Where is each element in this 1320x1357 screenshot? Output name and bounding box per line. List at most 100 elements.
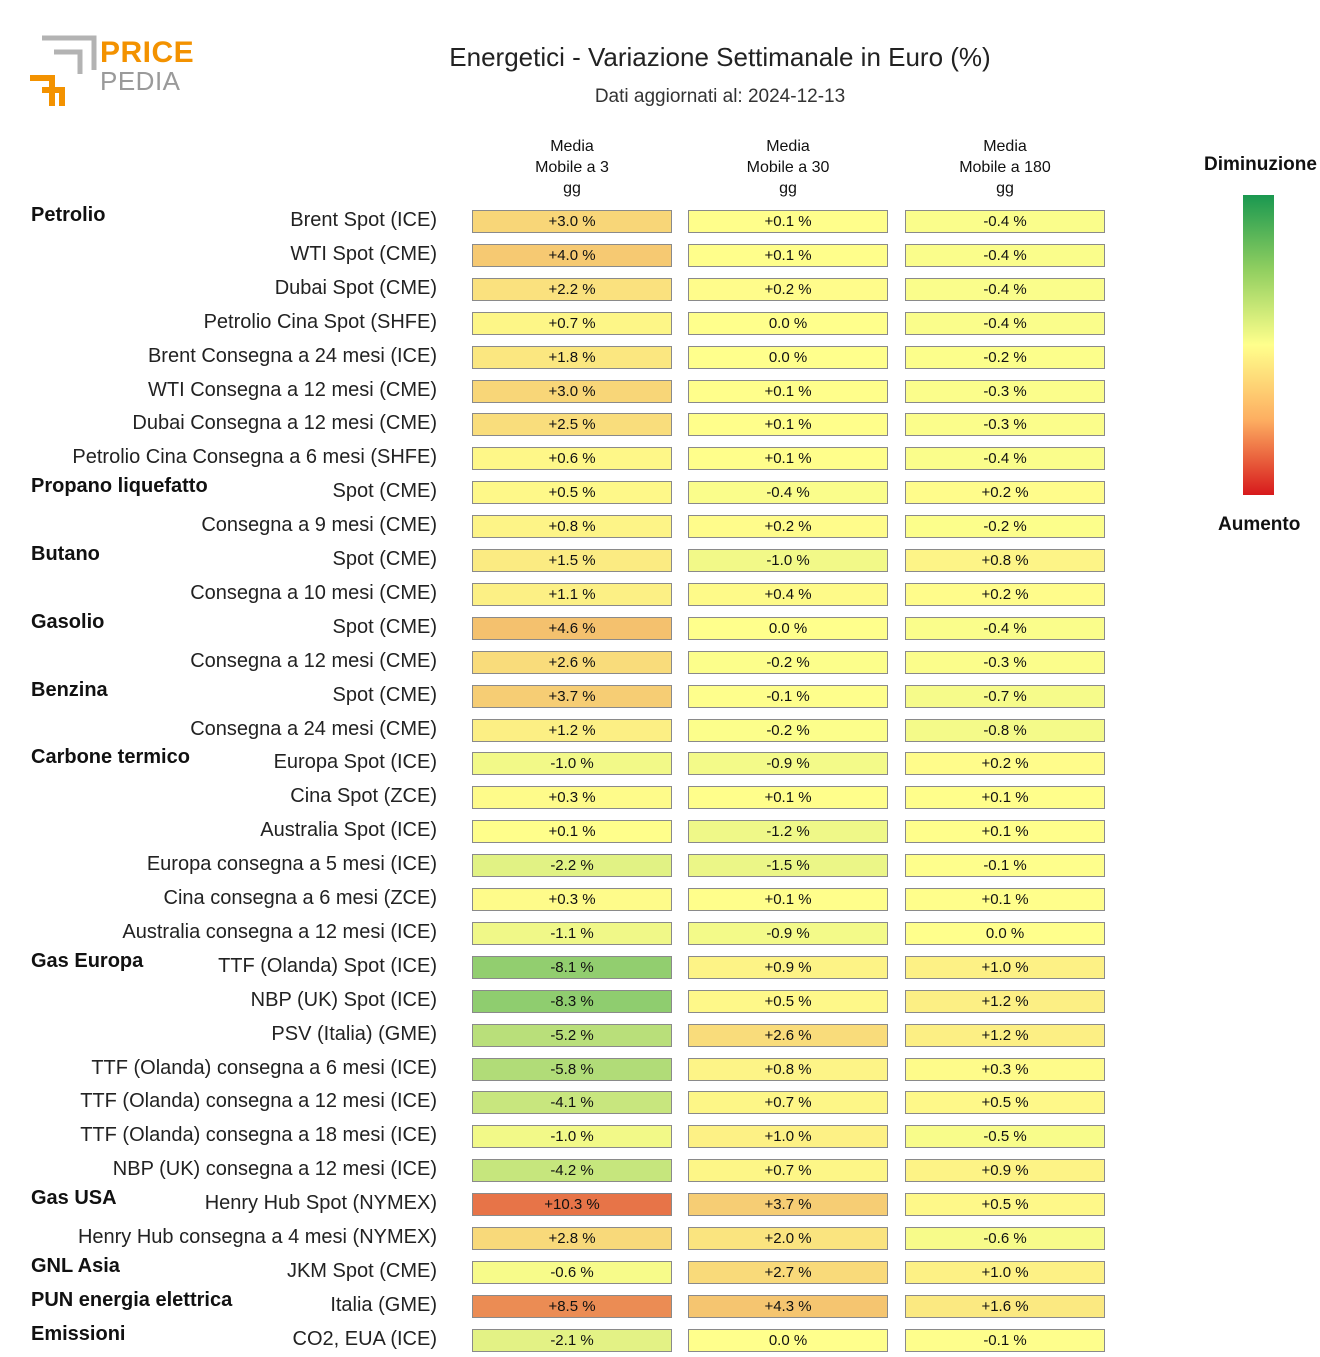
row-label: Dubai Spot (CME) [274, 276, 437, 299]
group-label: PUN energia elettrica [31, 1288, 233, 1311]
heatmap-cell: +0.5 % [472, 481, 672, 505]
heatmap-cell: +0.5 % [688, 989, 888, 1013]
heatmap-cell: -5.2 % [472, 1023, 672, 1047]
heatmap-cell: +0.9 % [905, 1159, 1105, 1183]
legend-color-bar [1243, 195, 1274, 495]
row-label: Spot (CME) [332, 683, 437, 706]
legend-bottom-label: Aumento [1218, 514, 1301, 535]
heatmap-cell: +0.1 % [688, 786, 888, 810]
heatmap-cell: -0.4 % [905, 210, 1105, 233]
heatmap-cell: +2.2 % [472, 277, 672, 301]
heatmap-cell: +0.5 % [905, 1193, 1105, 1217]
heatmap-cell: -4.2 % [472, 1159, 672, 1183]
heatmap-cell: +1.2 % [905, 1023, 1105, 1047]
group-label: Emissioni [31, 1322, 126, 1345]
heatmap-cell: +0.9 % [688, 955, 888, 979]
group-label: Propano liquefatto [31, 475, 208, 498]
column-header-line: Media [550, 138, 594, 155]
heatmap-cell: +0.1 % [688, 210, 888, 233]
heatmap-cell: -0.2 % [905, 345, 1105, 369]
heatmap-cell: -0.4 % [905, 277, 1105, 301]
heatmap-cell: +2.8 % [472, 1227, 672, 1250]
group-label: Petrolio [31, 204, 106, 226]
row-label: Spot (CME) [332, 480, 437, 503]
heatmap-cell: +10.3 % [472, 1193, 672, 1217]
heatmap-cell: 0.0 % [688, 616, 888, 640]
row-label: Cina Spot (ZCE) [290, 785, 437, 808]
row-label: Brent Spot (ICE) [290, 209, 437, 231]
heatmap-cell: +8.5 % [472, 1294, 672, 1318]
heatmap-cell: -0.1 % [905, 854, 1105, 878]
heatmap-cell: -0.9 % [688, 921, 888, 945]
group-label: Butano [31, 543, 100, 565]
heatmap-cell: +1.2 % [472, 718, 672, 742]
column-header-line: Media [983, 138, 1027, 155]
heatmap-cell: -0.9 % [688, 752, 888, 776]
heatmap-cell: -1.1 % [472, 921, 672, 945]
heatmap-cell: +0.1 % [688, 888, 888, 911]
heatmap-cell: +0.8 % [905, 549, 1105, 572]
heatmap-cell: +0.1 % [688, 413, 888, 437]
column-header-line: gg [779, 180, 797, 197]
row-label: Consegna a 10 mesi (CME) [190, 581, 437, 604]
row-label: TTF (Olanda) consegna a 12 mesi (ICE) [80, 1090, 437, 1113]
heatmap-cell: -0.3 % [905, 379, 1105, 403]
heatmap-cell: -0.4 % [905, 243, 1105, 267]
heatmap-cell: +3.0 % [472, 210, 672, 233]
row-label: JKM Spot (CME) [286, 1259, 437, 1282]
row-label: Consegna a 12 mesi (CME) [190, 649, 437, 672]
group-label: Gas Europa [31, 949, 144, 972]
heatmap-cell: +4.3 % [688, 1294, 888, 1318]
heatmap-cell: +1.0 % [688, 1125, 888, 1149]
row-label: Petrolio Cina Consegna a 6 mesi (SHFE) [72, 446, 437, 469]
heatmap-cell: -0.4 % [905, 616, 1105, 640]
heatmap-cell: -2.2 % [472, 854, 672, 878]
heatmap-cell: 0.0 % [688, 345, 888, 369]
heatmap-cell: +0.3 % [905, 1057, 1105, 1081]
column-header-line: Mobile a 30 [746, 159, 830, 176]
row-label: Europa Spot (ICE) [273, 751, 437, 774]
heatmap-cell: +0.8 % [688, 1057, 888, 1081]
heatmap-cell: -0.6 % [905, 1227, 1105, 1250]
row-label: NBP (UK) consegna a 12 mesi (ICE) [112, 1158, 437, 1181]
heatmap-cell: +0.7 % [688, 1091, 888, 1115]
heatmap-cell: 0.0 % [905, 921, 1105, 945]
row-label: WTI Consegna a 12 mesi (CME) [148, 378, 437, 401]
row-label: Dubai Consegna a 12 mesi (CME) [132, 412, 437, 435]
heatmap-cell: -5.8 % [472, 1057, 672, 1081]
heatmap-cell: -0.4 % [688, 481, 888, 505]
heatmap-cell: -1.0 % [688, 549, 888, 572]
heatmap-cell: +0.1 % [688, 379, 888, 403]
heatmap-cell: -0.1 % [688, 684, 888, 708]
heatmap-cell: +1.2 % [905, 989, 1105, 1013]
heatmap-cell: -4.1 % [472, 1091, 672, 1115]
row-label: Australia Spot (ICE) [260, 819, 437, 842]
row-label: Henry Hub consegna a 4 mesi (NYMEX) [77, 1226, 437, 1248]
heatmap-cell: -0.2 % [688, 650, 888, 674]
heatmap-cell: +3.7 % [688, 1193, 888, 1217]
heatmap-cell: -1.2 % [688, 820, 888, 844]
column-header-line: Mobile a 180 [959, 159, 1051, 176]
heatmap-cell: +0.2 % [905, 582, 1105, 606]
heatmap-cell: -0.6 % [472, 1260, 672, 1284]
heatmap-cell: 0.0 % [688, 311, 888, 335]
row-label: CO2, EUA (ICE) [292, 1327, 437, 1350]
heatmap-cell: -0.3 % [905, 650, 1105, 674]
heatmap-cell: +0.1 % [472, 820, 672, 844]
column-header-line: gg [996, 180, 1014, 197]
heatmap-cell: -1.5 % [688, 854, 888, 878]
heatmap-cell: +0.3 % [472, 888, 672, 911]
heatmap-cell: -1.0 % [472, 1125, 672, 1149]
heatmap-cell: -0.2 % [905, 515, 1105, 539]
logo-text-pedia: PEDIA [100, 66, 181, 96]
heatmap-cell: +1.6 % [905, 1294, 1105, 1318]
row-label: WTI Spot (CME) [290, 242, 437, 265]
group-label: GNL Asia [31, 1254, 120, 1277]
row-label: Cina consegna a 6 mesi (ZCE) [163, 887, 437, 909]
heatmap-cell: +0.1 % [688, 243, 888, 267]
legend-top-label: Diminuzione [1204, 154, 1317, 175]
heatmap-cell: -0.7 % [905, 684, 1105, 708]
row-label: TTF (Olanda) Spot (ICE) [218, 954, 437, 977]
row-label: Australia consegna a 12 mesi (ICE) [122, 920, 437, 943]
row-label: Spot (CME) [332, 615, 437, 638]
